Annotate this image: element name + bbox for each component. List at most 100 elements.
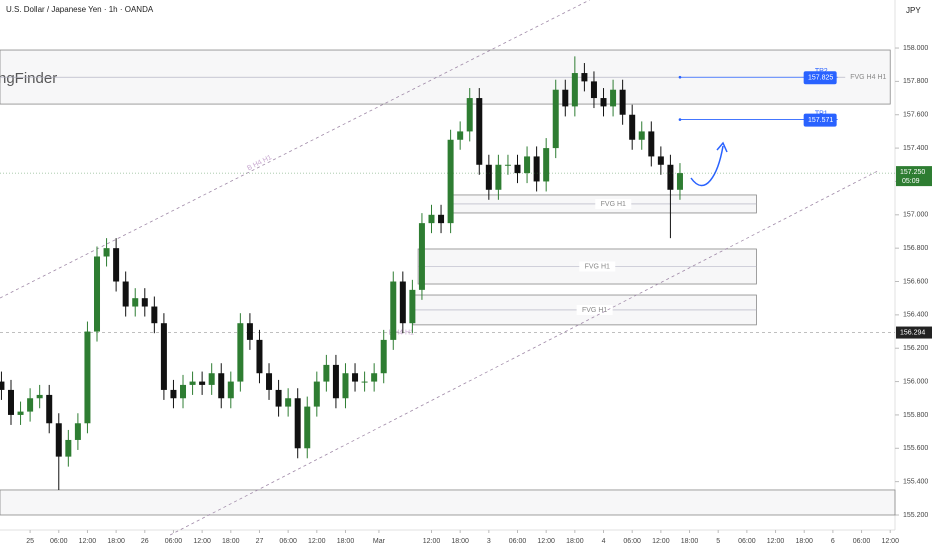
candle-body — [495, 164, 502, 190]
candle-body — [676, 173, 683, 190]
countdown: 05:09 — [902, 178, 920, 185]
target-dot — [678, 118, 682, 121]
candle-body — [638, 131, 645, 140]
candle-body — [514, 164, 521, 174]
candle-body — [619, 89, 626, 115]
y-tick-label: 156.000 — [903, 378, 928, 385]
x-tick-label: 12:00 — [767, 538, 785, 545]
arrow-head — [716, 141, 728, 153]
zone-label-bg — [579, 261, 616, 272]
candle-body — [218, 373, 225, 399]
zone-label: FVG H1 — [582, 307, 607, 314]
candle-body — [428, 214, 435, 224]
candle-body — [476, 98, 483, 165]
x-tick-label: 12:00 — [537, 538, 555, 545]
candle-body — [227, 381, 234, 399]
candle-body — [667, 164, 674, 190]
x-tick-label: 5 — [716, 538, 720, 545]
x-tick-label: 06:00 — [738, 538, 756, 545]
y-tick-label: 156.200 — [903, 345, 928, 352]
x-tick-label: 27 — [256, 538, 264, 545]
y-tick-label: 157.800 — [903, 78, 928, 85]
x-tick-label: 18:00 — [337, 538, 355, 545]
target-dot — [678, 75, 682, 79]
y-tick-label: 157.000 — [903, 212, 928, 219]
candle-body — [562, 89, 569, 107]
candle-body — [361, 381, 368, 383]
x-tick-label: 25 — [26, 538, 34, 545]
candle-body — [332, 364, 339, 399]
candle-body — [141, 298, 148, 307]
zone-label: FVG H1 — [585, 263, 610, 270]
candle-body — [237, 323, 244, 382]
candle-body — [457, 131, 464, 140]
candle-body — [122, 281, 129, 307]
candle-body — [409, 289, 416, 324]
candle-body — [447, 139, 454, 224]
y-tick-label: 157.400 — [903, 145, 928, 152]
x-tick-label: 12:00 — [308, 538, 326, 545]
candle-body — [399, 281, 406, 324]
target-label: 157.571 — [808, 117, 833, 124]
last-price-label: 157.250 — [900, 169, 925, 176]
y-tick-label: 157.600 — [903, 112, 928, 119]
candle-body — [629, 114, 636, 140]
candle-body — [246, 323, 253, 340]
x-tick-label: 4 — [602, 538, 606, 545]
candle-body — [132, 298, 139, 307]
candle-body — [55, 423, 62, 457]
level-tag — [896, 326, 932, 339]
candle-body — [275, 389, 282, 407]
candle-body — [46, 394, 53, 424]
candle-body — [7, 389, 14, 415]
zone-label-bg — [595, 198, 632, 209]
candle-body — [113, 248, 120, 282]
candle-body — [304, 406, 311, 449]
candle-body — [552, 89, 559, 149]
y-tick-label: 155.400 — [903, 478, 928, 485]
candle-body — [504, 164, 511, 166]
x-tick-label: 3 — [487, 538, 491, 545]
candle-body — [610, 89, 617, 107]
zone-label: FVG H1 — [601, 201, 626, 208]
zone — [0, 489, 896, 516]
x-tick-label: 06:00 — [853, 538, 871, 545]
x-tick-label: 18:00 — [566, 538, 584, 545]
candle-body — [17, 411, 24, 415]
x-tick-label: 06:00 — [165, 538, 183, 545]
x-tick-label: 12:00 — [79, 538, 97, 545]
x-tick-label: 12:00 — [193, 538, 211, 545]
candle-body — [657, 156, 664, 165]
candle-body — [180, 384, 187, 399]
y-tick-label: 156.400 — [903, 312, 928, 319]
x-tick-label: 06:00 — [279, 538, 297, 545]
candle-body — [533, 156, 540, 182]
candle-body — [294, 398, 301, 449]
candle-body — [371, 373, 378, 382]
candle-body — [65, 439, 72, 457]
candle-body — [390, 281, 397, 340]
chart-title: U.S. Dollar / Japanese Yen · 1h · OANDA — [6, 5, 154, 14]
target-label: 157.825 — [808, 75, 833, 82]
candle-body — [466, 98, 473, 132]
target-tag — [803, 71, 837, 85]
candle-body — [313, 381, 320, 407]
y-tick-label: 155.600 — [903, 445, 928, 452]
x-tick-label: Mar — [373, 538, 386, 545]
candle-body — [160, 323, 167, 390]
x-tick-label: 18:00 — [681, 538, 699, 545]
candle-body — [571, 73, 578, 107]
channel-label: L H4 H1 — [388, 329, 414, 336]
channel-line — [0, 0, 590, 299]
candle-body — [0, 381, 5, 390]
candle-body — [27, 398, 34, 412]
y-tick-label: 158.000 — [903, 45, 928, 52]
candle-body — [600, 98, 607, 107]
channel-line — [169, 169, 880, 536]
candle-body — [581, 73, 588, 82]
candle-body — [256, 339, 263, 374]
candle-body — [485, 164, 492, 190]
candle-body — [543, 148, 550, 182]
candle-body — [648, 131, 655, 157]
